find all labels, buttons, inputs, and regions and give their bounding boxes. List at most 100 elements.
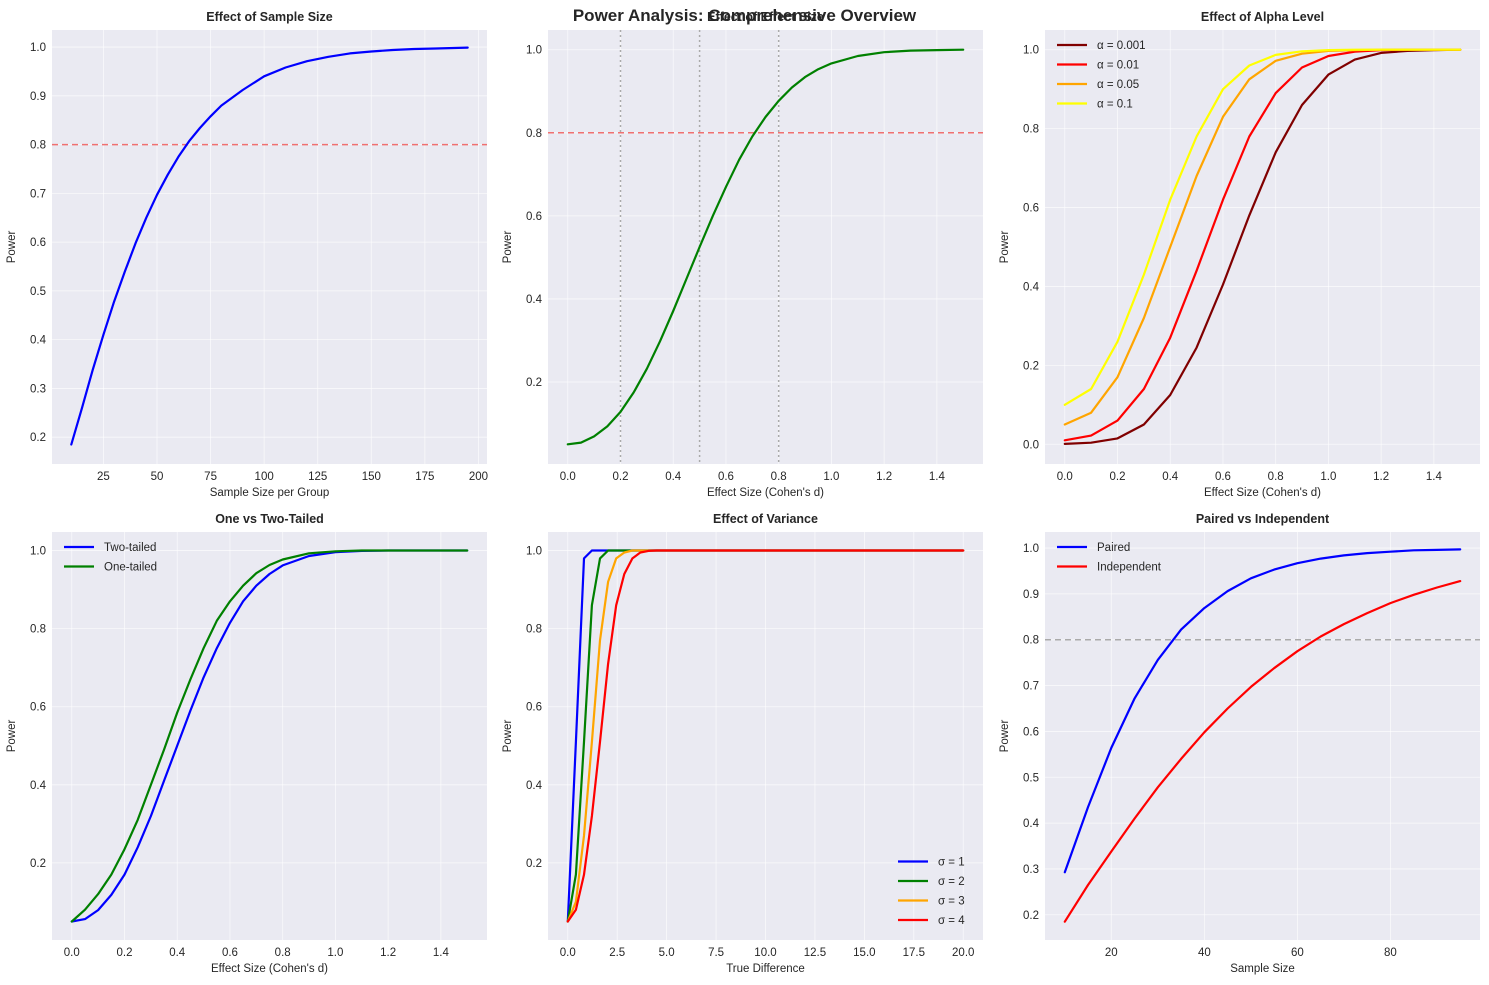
x-tick-label: 7.5 bbox=[708, 947, 724, 959]
x-tick-label: 1.0 bbox=[823, 471, 839, 483]
legend-label: α = 0.05 bbox=[1097, 79, 1139, 91]
y-axis-label: Power bbox=[999, 231, 1011, 264]
y-tick-label: 0.4 bbox=[526, 780, 543, 792]
y-tick-label: 0.9 bbox=[1023, 589, 1039, 601]
x-tick-label: 1.4 bbox=[433, 947, 450, 959]
x-tick-label: 5.0 bbox=[659, 947, 675, 959]
y-tick-label: 0.3 bbox=[30, 383, 46, 395]
y-axis-label: Power bbox=[6, 231, 18, 264]
y-tick-label: 0.6 bbox=[30, 702, 46, 714]
y-tick-label: 0.6 bbox=[1023, 726, 1039, 738]
y-tick-label: 0.4 bbox=[30, 335, 47, 347]
y-tick-label: 0.5 bbox=[30, 286, 46, 298]
legend-label: Two-tailed bbox=[104, 542, 156, 554]
x-tick-label: 0.4 bbox=[1162, 471, 1179, 483]
plot-area bbox=[548, 30, 983, 464]
y-tick-label: 0.2 bbox=[30, 432, 46, 444]
y-tick-label: 0.9 bbox=[30, 91, 46, 103]
y-tick-label: 0.8 bbox=[526, 128, 542, 140]
x-tick-label: 125 bbox=[308, 471, 327, 483]
y-tick-label: 0.3 bbox=[1023, 864, 1039, 876]
x-tick-label: 1.4 bbox=[929, 471, 946, 483]
x-tick-label: 20 bbox=[1105, 947, 1118, 959]
x-tick-label: 50 bbox=[151, 471, 164, 483]
y-tick-label: 0.8 bbox=[1023, 124, 1039, 136]
legend-label: σ = 4 bbox=[938, 915, 965, 927]
x-axis-label: Effect Size (Cohen's d) bbox=[211, 963, 328, 975]
x-tick-label: 0.2 bbox=[613, 471, 629, 483]
y-tick-label: 0.8 bbox=[30, 140, 46, 152]
subplot-title: Effect of Sample Size bbox=[206, 10, 332, 24]
series-line-3 bbox=[566, 549, 965, 923]
x-tick-label: 1.4 bbox=[1426, 471, 1443, 483]
x-tick-label: 0.8 bbox=[275, 947, 291, 959]
subplot-title: Effect of Effect Size bbox=[707, 10, 824, 24]
y-tick-label: 1.0 bbox=[1023, 45, 1039, 57]
y-tick-label: 0.6 bbox=[1023, 203, 1039, 215]
y-tick-label: 0.4 bbox=[30, 780, 47, 792]
y-tick-label: 0.7 bbox=[1023, 681, 1039, 693]
y-tick-label: 0.4 bbox=[1023, 818, 1040, 830]
series-line-1 bbox=[1063, 548, 1462, 874]
x-tick-label: 0.6 bbox=[222, 947, 238, 959]
subplot-p6: 20 40 60 80 0.2 0.3 0.4 0.5 0.6 0.7 0.8 0.9 1.0 Paire… bbox=[999, 512, 1480, 975]
x-tick-label: 75 bbox=[204, 471, 217, 483]
x-tick-label: 0.0 bbox=[560, 947, 576, 959]
y-tick-label: 0.6 bbox=[30, 237, 46, 249]
legend: Paired Independent bbox=[1057, 542, 1162, 574]
series-line-1 bbox=[566, 48, 965, 446]
x-tick-label: 25 bbox=[97, 471, 110, 483]
x-tick-label: 15.0 bbox=[853, 947, 875, 959]
x-tick-label: 0.4 bbox=[665, 471, 682, 483]
x-tick-label: 0.6 bbox=[1215, 471, 1231, 483]
x-tick-label: 20.0 bbox=[952, 947, 974, 959]
subplot-p3: 0.0 0.2 0.4 0.6 0.8 1.0 1.2 1.4 0.0 0.2 0.4 0.6 0.8 1… bbox=[999, 10, 1480, 499]
y-tick-label: 0.7 bbox=[30, 188, 46, 200]
x-tick-label: 1.2 bbox=[380, 947, 396, 959]
figure-title: Power Analysis: Comprehensive Overview bbox=[572, 6, 917, 25]
y-tick-label: 0.4 bbox=[526, 294, 543, 306]
legend: α = 0.001 α = 0.01 α = 0.05 α = 0.1 bbox=[1057, 40, 1146, 111]
y-tick-label: 0.2 bbox=[1023, 360, 1039, 372]
legend-label: α = 0.01 bbox=[1097, 60, 1139, 72]
x-tick-label: 40 bbox=[1198, 947, 1211, 959]
legend-label: Independent bbox=[1097, 562, 1162, 574]
y-tick-label: 1.0 bbox=[30, 546, 46, 558]
subplot-p4: 0.0 0.2 0.4 0.6 0.8 1.0 1.2 1.4 0.2 0.4 0.6 0.8 1.0 O… bbox=[6, 512, 487, 975]
x-axis-label: Effect Size (Cohen's d) bbox=[1204, 487, 1321, 499]
y-tick-label: 1.0 bbox=[526, 45, 542, 57]
x-tick-label: 0.0 bbox=[560, 471, 576, 483]
legend-label: σ = 2 bbox=[938, 876, 965, 888]
x-tick-label: 2.5 bbox=[609, 947, 625, 959]
y-tick-label: 1.0 bbox=[30, 42, 46, 54]
x-tick-label: 0.2 bbox=[1110, 471, 1126, 483]
y-tick-label: 0.2 bbox=[1023, 910, 1039, 922]
x-axis-label: Effect Size (Cohen's d) bbox=[707, 487, 824, 499]
y-tick-label: 0.2 bbox=[30, 858, 46, 870]
series-line-1 bbox=[1063, 48, 1462, 445]
y-tick-label: 0.4 bbox=[1023, 281, 1040, 293]
y-tick-label: 0.6 bbox=[526, 702, 542, 714]
subplot-p2: 0.0 0.2 0.4 0.6 0.8 1.0 1.2 1.4 0.2 0.4 0.6 0.8 1.0 E… bbox=[502, 10, 983, 499]
legend-label: Paired bbox=[1097, 542, 1130, 554]
legend: Two-tailed One-tailed bbox=[64, 542, 157, 574]
x-tick-label: 80 bbox=[1384, 947, 1397, 959]
x-tick-label: 1.2 bbox=[1373, 471, 1389, 483]
x-tick-label: 10.0 bbox=[754, 947, 776, 959]
x-axis-label: Sample Size bbox=[1230, 963, 1295, 975]
y-tick-label: 0.0 bbox=[1023, 439, 1039, 451]
series-line-4 bbox=[566, 549, 965, 923]
subplot-title: Paired vs Independent bbox=[1196, 512, 1330, 526]
y-axis-label: Power bbox=[502, 231, 514, 264]
subplot-title: Effect of Variance bbox=[713, 512, 818, 526]
x-tick-label: 0.0 bbox=[64, 947, 80, 959]
subplot-title: One vs Two-Tailed bbox=[215, 512, 324, 526]
plot-area bbox=[1045, 30, 1480, 464]
series-line-4 bbox=[1063, 48, 1462, 406]
x-tick-label: 200 bbox=[469, 471, 488, 483]
series-line-2 bbox=[1063, 579, 1462, 923]
x-tick-label: 12.5 bbox=[804, 947, 826, 959]
x-tick-label: 150 bbox=[362, 471, 381, 483]
y-axis-label: Power bbox=[999, 720, 1011, 753]
